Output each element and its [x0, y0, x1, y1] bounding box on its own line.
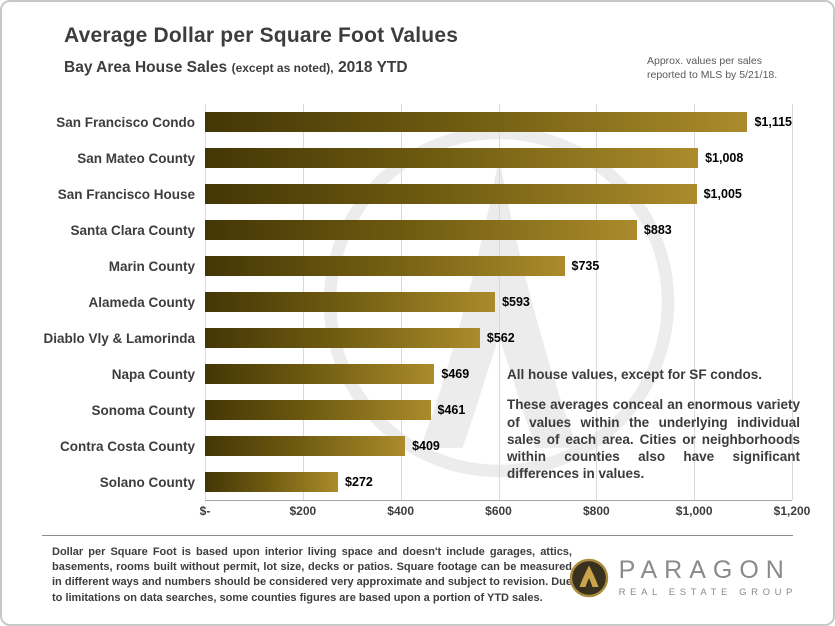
bar-value-label: $469	[441, 367, 470, 381]
mls-note-line2: reported to MLS by 5/21/18.	[647, 69, 778, 82]
paragon-logo: PARAGON REAL ESTATE GROUP	[569, 558, 797, 598]
subtitle-year: 2018 YTD	[338, 59, 408, 76]
bar	[205, 112, 748, 132]
bar-row: Contra Costa County $409	[2, 428, 833, 464]
bar-row: San Francisco Condo $1,115	[2, 104, 833, 140]
bar-category-label: Marin County	[108, 258, 195, 274]
bar	[205, 436, 406, 456]
mls-note-line1: Approx. values per sales	[647, 55, 762, 67]
bar-category-label: Napa County	[111, 366, 195, 382]
bar-value-label: $562	[486, 331, 515, 345]
bar	[205, 184, 697, 204]
x-axis: $- $200 $400 $600 $800 $1,000 $1,200	[200, 504, 811, 522]
bar	[205, 292, 496, 312]
bar-track: $735	[205, 248, 792, 284]
bar-row: Marin County $735	[2, 248, 833, 284]
mls-note: Approx. values per sales reported to MLS…	[647, 54, 797, 82]
bar-category-label: Santa Clara County	[70, 222, 195, 238]
bar-category-label: Contra Costa County	[60, 438, 195, 454]
bar	[205, 148, 699, 168]
footer-divider	[42, 535, 793, 536]
bar-row: San Mateo County $1,008	[2, 140, 833, 176]
bar-value-label: $735	[571, 259, 600, 273]
subtitle-paren: (except as noted),	[231, 61, 334, 75]
bar-category-label: Solano County	[99, 474, 195, 490]
bar	[205, 400, 431, 420]
bar-value-label: $461	[437, 403, 466, 417]
chart-header: Average Dollar per Square Foot Values Ba…	[64, 24, 584, 77]
bar-category-label: Alameda County	[88, 294, 195, 310]
chart-subtitle: Bay Area House Sales (except as noted), …	[64, 59, 584, 77]
bar-row: Napa County $469	[2, 356, 833, 392]
bar-row: Alameda County $593	[2, 284, 833, 320]
bar-row: Solano County $272	[2, 464, 833, 500]
bar-category-label: San Mateo County	[77, 150, 195, 166]
gridline	[596, 104, 598, 500]
annotation-para1: All house values, except for SF condos.	[507, 367, 763, 382]
bar-value-label: $1,005	[703, 187, 742, 201]
bar-chart: San Francisco Condo $1,115 San Mateo Count…	[2, 104, 833, 500]
bar	[205, 472, 339, 492]
bar-track: $272	[205, 464, 792, 500]
x-axis-tick-label: $1,200	[773, 504, 811, 518]
bar-value-label: $1,115	[754, 115, 792, 129]
x-axis-tick-label: $400	[387, 504, 415, 518]
annotation-para2: These averages conceal an enormous varie…	[507, 397, 800, 482]
bar-track: $593	[205, 284, 792, 320]
x-axis-tick-label: $800	[582, 504, 610, 518]
bar-value-label: $593	[502, 295, 530, 309]
bar-track: $1,008	[205, 140, 792, 176]
x-axis-tick-label: $1,000	[675, 504, 713, 518]
bar	[205, 364, 435, 384]
subtitle-main: Bay Area House Sales	[64, 59, 228, 76]
paragon-logo-text: PARAGON REAL ESTATE GROUP	[618, 556, 797, 599]
bar-value-label: $409	[412, 439, 440, 453]
bar-track: $1,115	[205, 104, 792, 140]
bar-track: $1,005	[205, 176, 792, 212]
bar-row: Santa Clara County $883	[2, 212, 833, 248]
bar-row: Diablo Vly & Lamorinda $562	[2, 320, 833, 356]
gridline	[792, 104, 793, 500]
bar-row: Sonoma County $461	[2, 392, 833, 428]
paragon-logo-wordmark: PARAGON	[618, 556, 791, 584]
gridline	[498, 104, 500, 500]
chart-annotation: All house values, except for SF condos. …	[507, 366, 800, 496]
page-title: Average Dollar per Square Foot Values	[64, 24, 459, 47]
paragon-logo-icon	[569, 558, 608, 598]
bar-category-label: San Francisco House	[57, 186, 195, 202]
x-axis-tick-label: $-	[199, 504, 211, 518]
bar	[205, 220, 637, 240]
bar-value-label: $272	[345, 475, 373, 489]
bar-row: San Francisco House $1,005	[2, 176, 833, 212]
footer-disclaimer: Dollar per Square Foot is based upon int…	[52, 546, 572, 604]
x-axis-tick-label: $600	[485, 504, 512, 518]
bar-track: $883	[205, 212, 792, 248]
bar-category-label: San Francisco Condo	[56, 114, 195, 130]
bar-track: $562	[205, 320, 792, 356]
paragon-logo-tagline: REAL ESTATE GROUP	[618, 587, 797, 598]
bar	[205, 328, 480, 348]
bar-value-label: $1,008	[705, 151, 744, 165]
bar	[205, 256, 565, 276]
gridline	[694, 104, 696, 500]
bar-rows: San Francisco Condo $1,115 San Mateo Count…	[2, 104, 833, 500]
x-axis-tick-label: $200	[289, 504, 317, 518]
bar-category-label: Diablo Vly & Lamorinda	[43, 330, 195, 346]
bar-value-label: $883	[643, 223, 672, 237]
bar-category-label: Sonoma County	[91, 402, 196, 418]
